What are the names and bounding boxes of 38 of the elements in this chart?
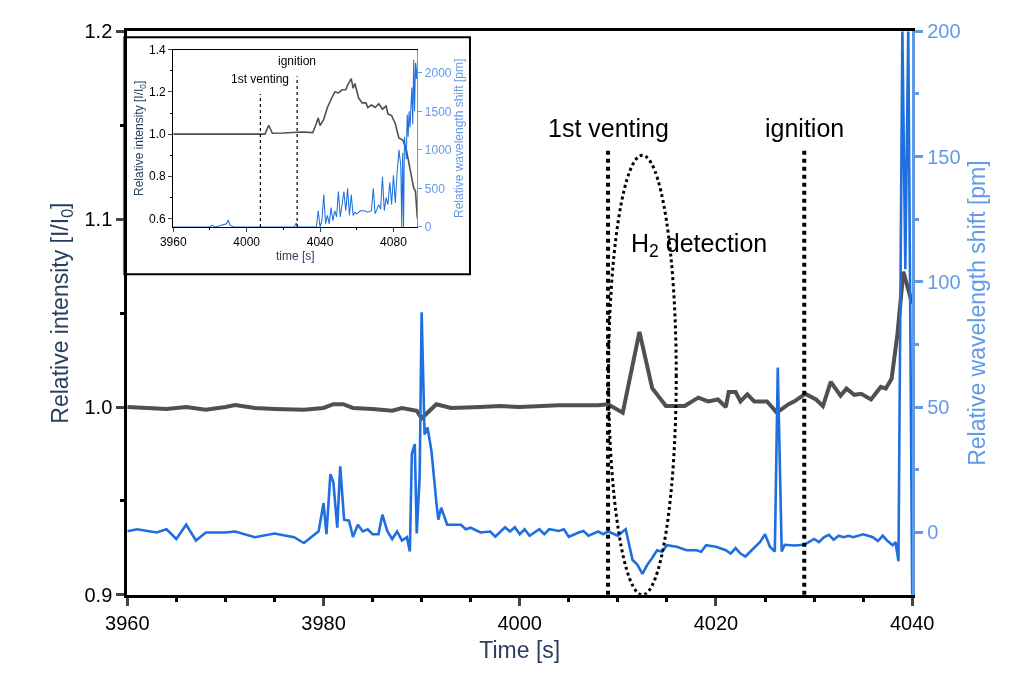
y-tick-label: 0.6: [149, 211, 167, 226]
y2-tick-label: 50: [927, 396, 950, 419]
x-tick-label: 4020: [693, 611, 739, 634]
y2-axis-title: Relative wavelength shift [pm]: [451, 58, 466, 219]
x-tick-label: 4000: [233, 235, 261, 250]
y2-tick-label: 0: [927, 521, 939, 544]
y2-tick-label: 100: [927, 270, 961, 293]
ref-line-label: 1st venting: [231, 72, 290, 86]
annotation: H$_{2}$ detection: [631, 229, 768, 262]
x-tick-label: 3980: [301, 611, 346, 634]
y2-tick-label: 2000: [424, 66, 452, 81]
y2-tick-label: 150: [927, 145, 961, 168]
y2-axis-title: Relative wavelength shift [pm]: [964, 160, 991, 466]
y2-tick-label: 1000: [424, 143, 452, 158]
y-tick-label: 1.2: [84, 20, 113, 43]
line-series: [127, 269, 913, 421]
x-tick-label: 3960: [159, 235, 187, 250]
y2-tick-label: 500: [424, 181, 446, 196]
y-tick-label: 1.1: [84, 208, 113, 231]
x-axis-title: time [s]: [275, 249, 315, 264]
x-tick-label: 4080: [380, 235, 408, 250]
x-tick-label: 4000: [497, 611, 542, 634]
ref-line-label: 1st venting: [548, 114, 669, 142]
y-tick-label: 1.4: [149, 42, 167, 57]
y-tick-label: 1.0: [149, 127, 167, 142]
y-tick-label: 1.0: [84, 396, 113, 419]
y-tick-label: 0.8: [149, 169, 167, 184]
x-tick-label: 3960: [105, 611, 150, 634]
y2-tick-label: 200: [927, 20, 961, 43]
ref-line-label: ignition: [765, 114, 845, 142]
y2-tick-label: 0: [424, 220, 432, 235]
x-axis-title: Time [s]: [479, 637, 561, 664]
y2-tick-label: 1500: [424, 104, 452, 119]
y-tick-label: 0.9: [84, 583, 113, 606]
x-tick-label: 4040: [306, 235, 334, 250]
ref-line-label: ignition: [278, 54, 317, 68]
y-tick-label: 1.2: [149, 85, 167, 100]
x-tick-label: 4040: [889, 611, 935, 634]
